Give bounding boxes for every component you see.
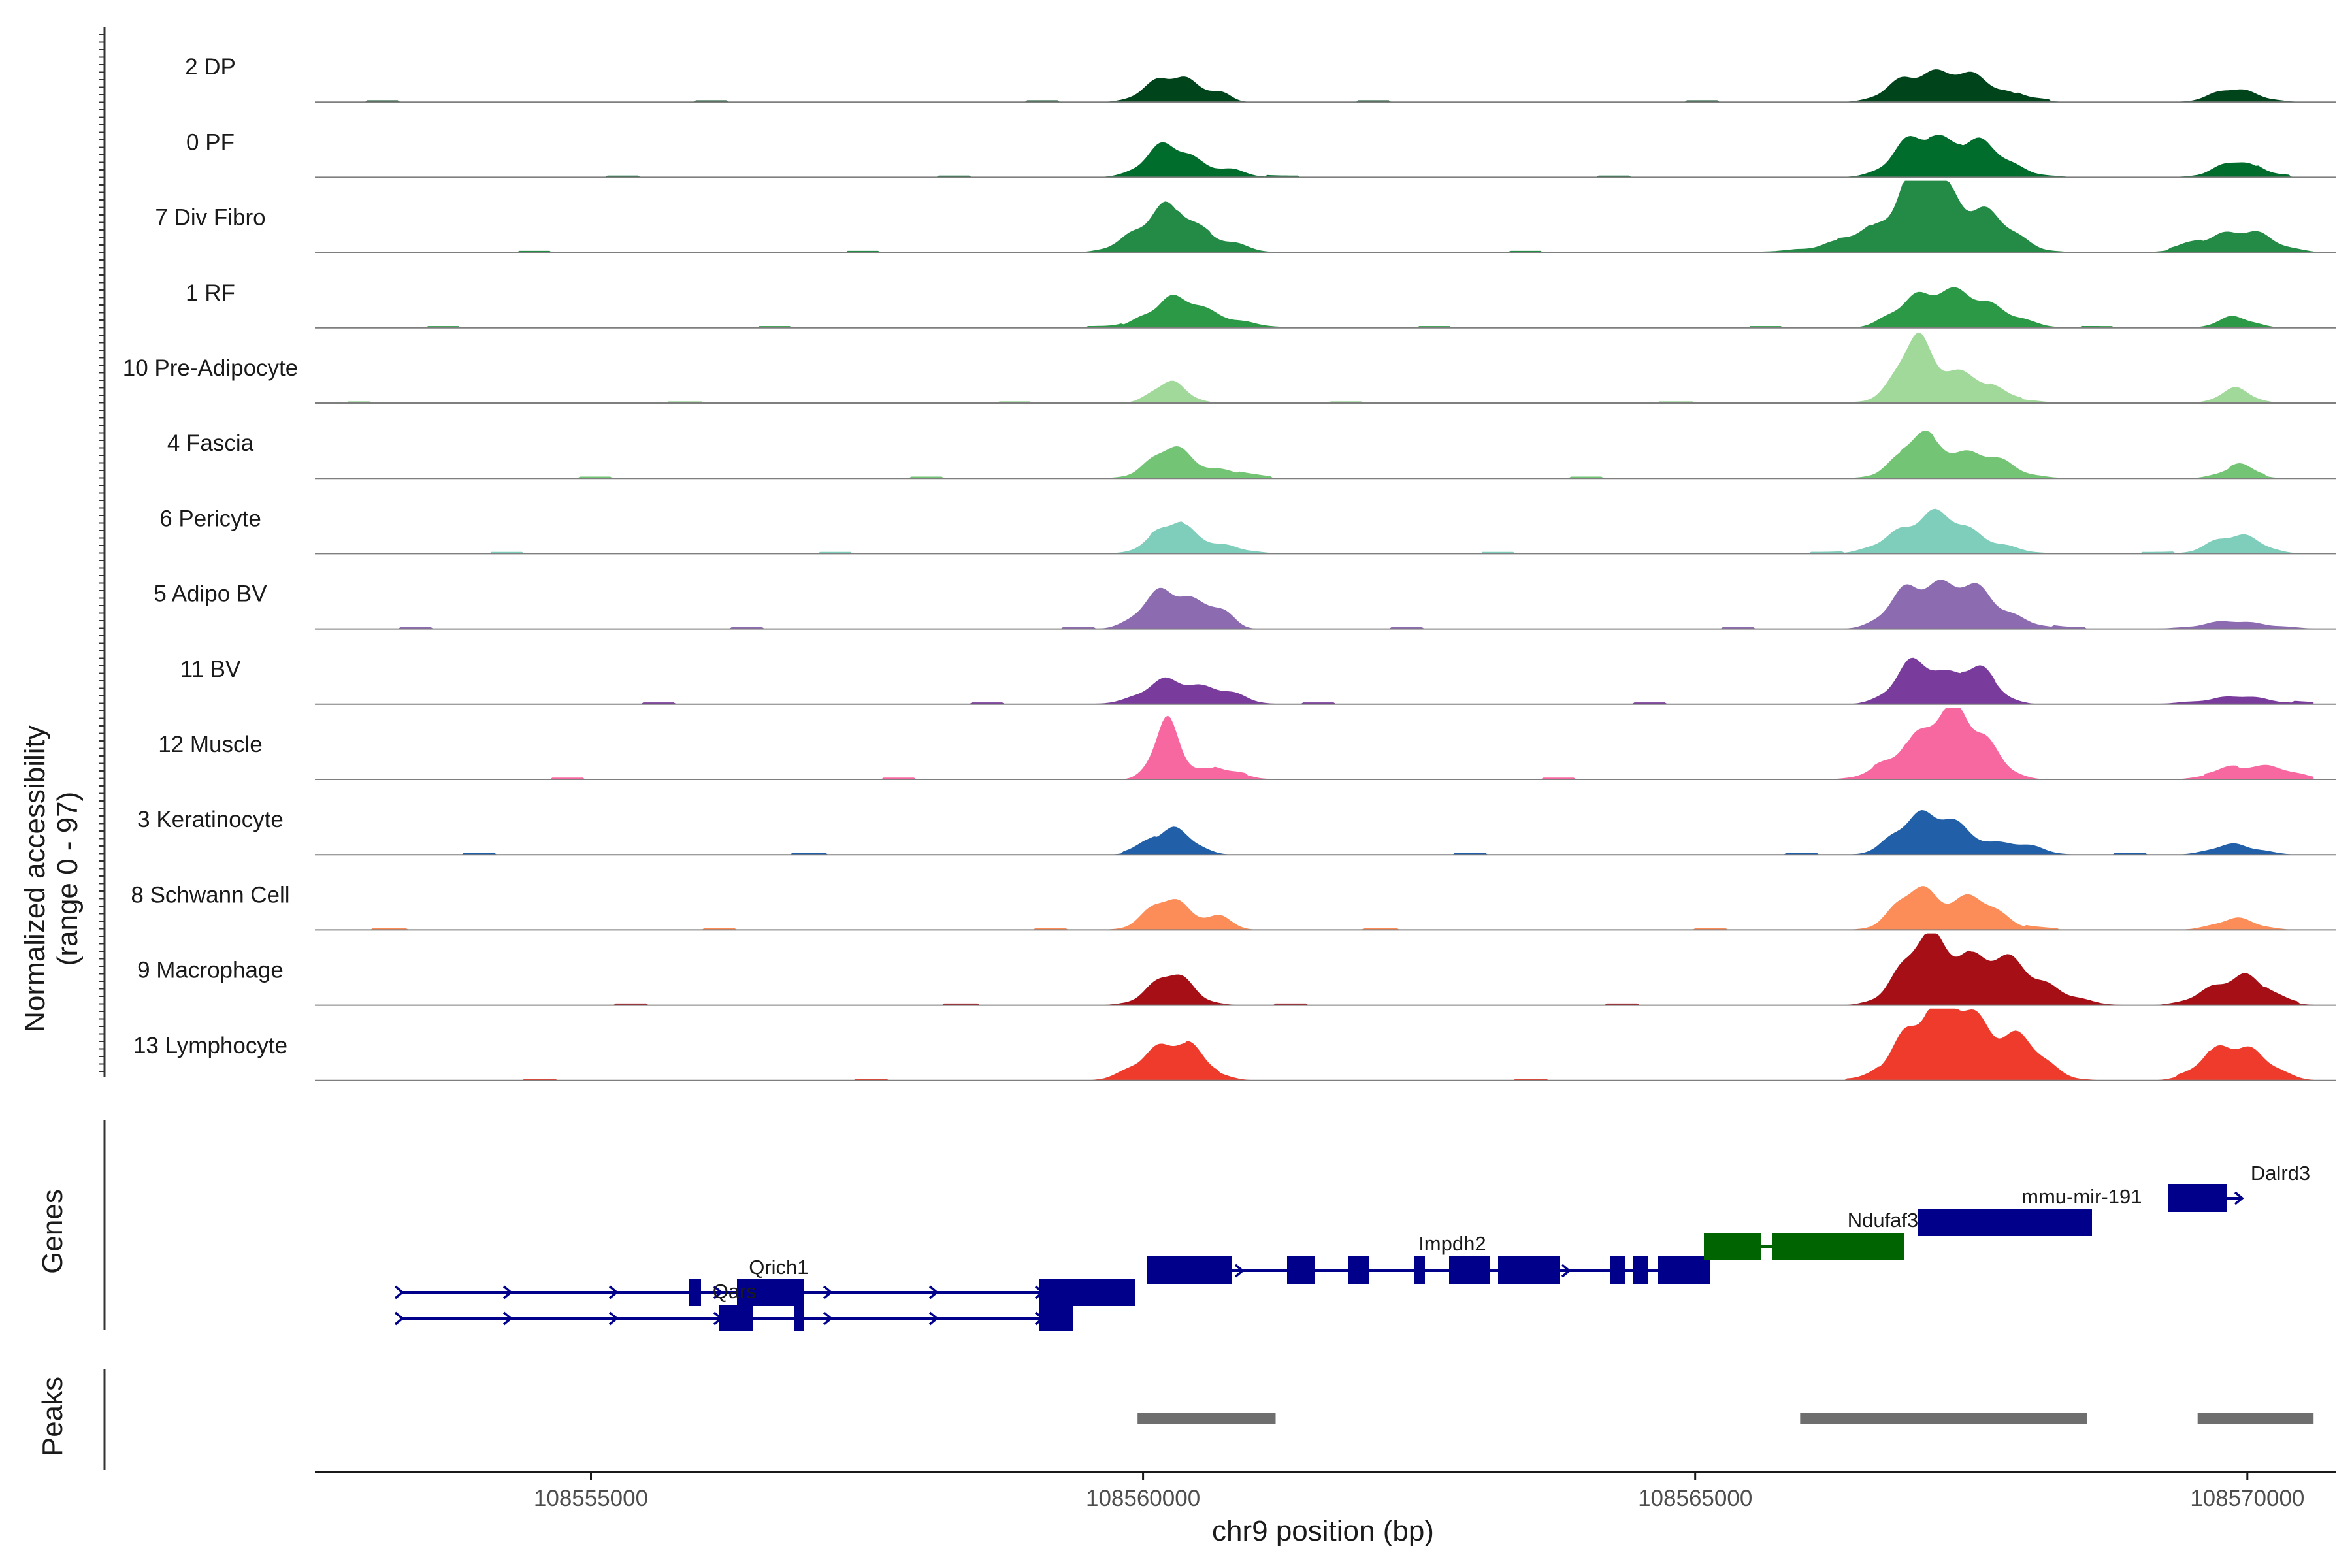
track-label: 6 Pericyte [159, 506, 261, 531]
strand-arrow [2234, 1191, 2244, 1205]
impdh2-exon [1610, 1256, 1625, 1284]
x-axis: 108555000 108560000 108565000 108570000 [315, 1471, 2336, 1511]
impdh2-exon [1287, 1256, 1315, 1284]
qrich1-exon [1039, 1279, 1135, 1306]
strand-arrow [502, 1311, 513, 1326]
coverage-area [348, 180, 2314, 253]
track-label: 0 PF [186, 129, 235, 155]
gene-label: Ndufaf3 [1848, 1209, 1919, 1232]
track: 5 Adipo BV [154, 580, 2336, 630]
track-label: 9 Macrophage [137, 958, 284, 983]
impdh2-exon [1498, 1256, 1560, 1284]
coverage-area [348, 933, 2314, 1005]
strand-arrow [823, 1311, 833, 1326]
gene-label: Qrich1 [749, 1256, 808, 1279]
track-label: 11 BV [180, 657, 241, 682]
track: 13 Lymphocyte [133, 1008, 2336, 1081]
coverage-area [348, 287, 2314, 328]
qars-exon [719, 1305, 753, 1331]
track: 12 Muscle [158, 708, 2336, 780]
qars-exon [1039, 1305, 1073, 1331]
strand-arrow [928, 1311, 939, 1326]
track: 6 Pericyte [159, 506, 2336, 555]
peak-region [2197, 1413, 2314, 1424]
strand-arrow [394, 1311, 404, 1326]
coverage-area [348, 657, 2314, 704]
x-tick-label: 108565000 [1638, 1486, 1752, 1511]
track-label: 4 Fascia [167, 431, 254, 456]
coverage-area [348, 708, 2314, 779]
qars-exon [689, 1279, 701, 1306]
y-axis-title-line2: (range 0 - 97) [52, 792, 84, 966]
track-label: 10 Pre-Adipocyte [123, 355, 298, 381]
strand-arrow [608, 1285, 619, 1299]
track-label: 1 RF [186, 280, 235, 306]
gene-label: Qars [713, 1280, 757, 1303]
coverage-area [348, 135, 2314, 178]
ndufaf3-exon [1772, 1233, 1904, 1260]
strand-arrow [608, 1311, 619, 1326]
track-label: 12 Muscle [158, 732, 263, 757]
mmu-mir-191-exon [1918, 1209, 2092, 1236]
strand-arrow [928, 1285, 939, 1299]
coverage-area [348, 69, 2314, 103]
track-label: 8 Schwann Cell [131, 882, 289, 907]
x-axis-title: chr9 position (bp) [1212, 1515, 1434, 1547]
gene-label: Dalrd3 [2251, 1162, 2310, 1184]
coverage-tracks: 2 DP 0 PF 7 Div Fibro 1 RF 10 Pre-Adipocyte 4… [99, 27, 2336, 1081]
strand-arrow [394, 1285, 404, 1299]
coverage-area [348, 580, 2314, 629]
track: 9 Macrophage [137, 933, 2336, 1006]
peak-region [1800, 1413, 2087, 1424]
impdh2-exon [1658, 1256, 1710, 1284]
coverage-area [348, 508, 2314, 554]
x-tick-label: 108570000 [2190, 1486, 2304, 1511]
strand-arrow [713, 1285, 723, 1299]
track-label: 7 Div Fibro [155, 205, 265, 231]
coverage-area [348, 886, 2314, 930]
track-label: 3 Keratinocyte [137, 807, 284, 832]
strand-arrow [502, 1285, 513, 1299]
strand-arrow [1234, 1264, 1245, 1278]
coverage-area [348, 810, 2314, 855]
coverage-area [348, 332, 2314, 403]
gene-label: mmu-mir-191 [2021, 1185, 2142, 1208]
strand-arrow [1561, 1264, 1571, 1278]
dalrd3-exon [2168, 1184, 2227, 1212]
track: 4 Fascia [167, 431, 2336, 480]
track: 8 Schwann Cell [131, 882, 2336, 931]
impdh2-exon [1348, 1256, 1369, 1284]
x-tick-label: 108555000 [534, 1486, 648, 1511]
track-label: 2 DP [185, 54, 236, 80]
impdh2-exon [1147, 1256, 1232, 1284]
track: 11 BV [180, 657, 2336, 705]
ndufaf3-exon [1704, 1233, 1761, 1260]
strand-arrow [823, 1285, 833, 1299]
coverage-area [348, 1008, 2314, 1081]
genes-panel-title: Genes [37, 1189, 69, 1274]
y-axis-title: Normalized accessibility (range 0 - 97) [19, 725, 84, 1032]
peak-region [1137, 1413, 1276, 1424]
coverage-area [348, 431, 2314, 479]
y-axis-title-line1: Normalized accessibility [19, 725, 51, 1032]
x-tick-label: 108560000 [1086, 1486, 1200, 1511]
qars-exon [794, 1305, 804, 1331]
track: 2 DP [185, 54, 2336, 103]
track: 10 Pre-Adipocyte [123, 332, 2336, 404]
track: 3 Keratinocyte [137, 807, 2336, 856]
track: 7 Div Fibro [155, 180, 2336, 253]
track: 0 PF [186, 129, 2336, 178]
impdh2-exon [1449, 1256, 1490, 1284]
peaks-panel-title: Peaks [37, 1377, 69, 1456]
impdh2-exon [1414, 1256, 1425, 1284]
impdh2-exon [1633, 1256, 1648, 1284]
track-label: 13 Lymphocyte [133, 1033, 287, 1058]
qrich1-exon [737, 1279, 804, 1306]
gene-label: Impdh2 [1418, 1232, 1486, 1255]
peaks-panel [103, 1369, 2314, 1470]
track: 1 RF [186, 280, 2336, 329]
track-label: 5 Adipo BV [154, 581, 267, 607]
